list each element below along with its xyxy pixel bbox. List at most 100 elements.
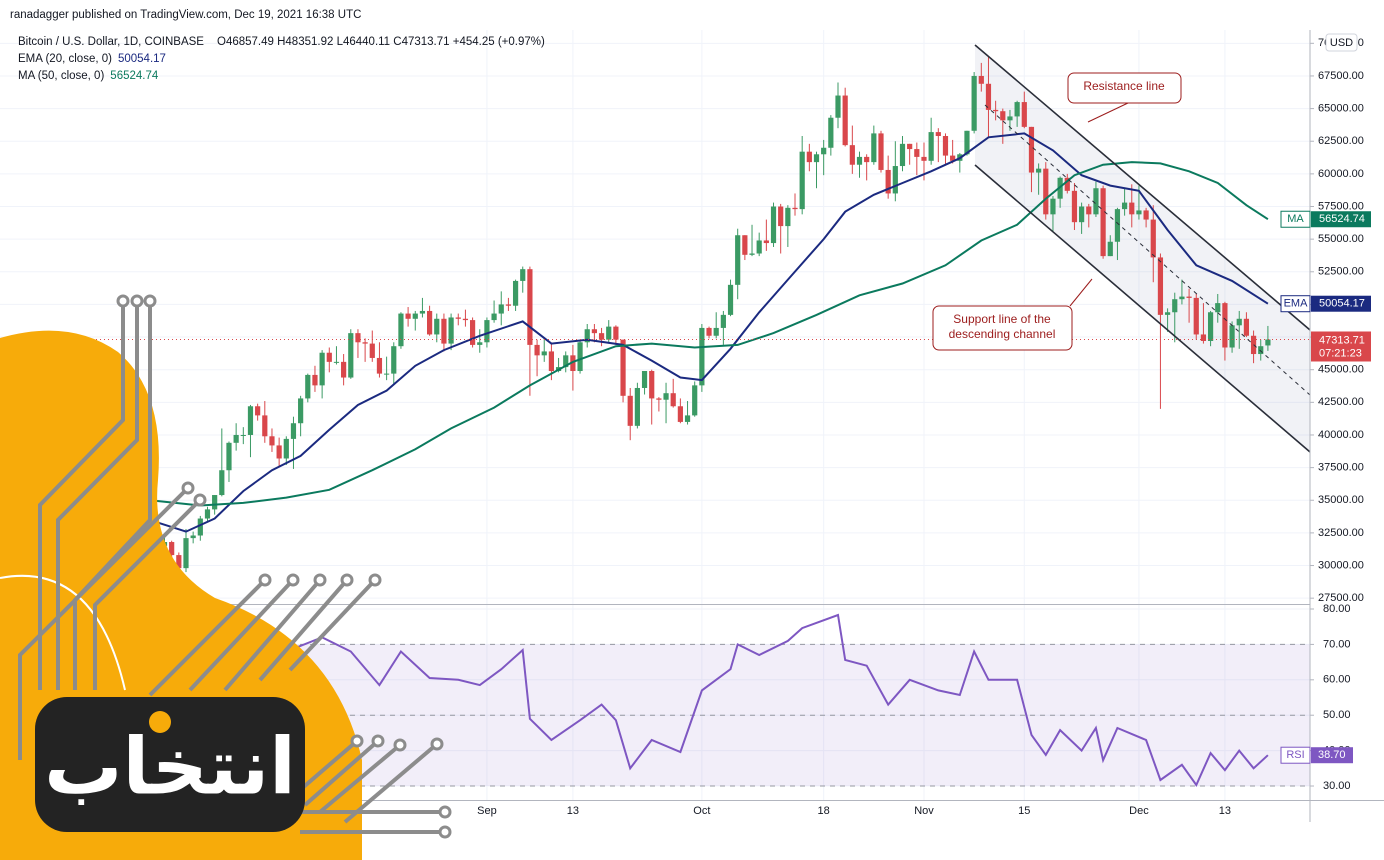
candle-body [169,542,175,556]
candle-body [362,342,368,344]
channel-fill [975,45,1310,452]
legend-name: MA (50, close, 0) [18,70,104,82]
candle-body [871,133,877,163]
candle-body [1086,206,1092,215]
candle-body [964,130,970,155]
candle-body [1028,126,1035,173]
y-tick-label: 52500.00 [1318,266,1364,278]
candle-body [878,133,884,170]
candle-body [620,339,626,396]
channel-midline [984,104,1311,396]
candle-body [441,318,447,344]
candle-body [326,352,332,362]
candle-body [312,374,318,386]
logo-box [35,697,305,832]
indicator-tag-name-box [1280,295,1311,313]
currency-box [1325,33,1358,52]
candle-body [713,327,719,336]
candle-body [512,280,519,306]
candle-body [391,346,397,374]
candle-body [928,132,934,161]
candle-body [634,387,640,426]
candle-body [477,342,483,345]
annotation-pointer [1087,102,1129,123]
x-tick-label: 15 [1018,805,1030,817]
candle-body [520,269,526,281]
candle-body [756,240,762,254]
candle-body [298,398,304,424]
candle-body [835,95,841,118]
candle-body [985,83,992,110]
annotation-pointer [1069,278,1093,307]
y-tick-label: 30000.00 [1318,559,1364,571]
publisher: ranadagger published on TradingView.com,… [10,9,361,21]
candle-body [942,136,949,156]
candle-body [319,352,325,386]
descending-channel [975,45,1310,452]
candle-body [742,235,748,255]
candle-body [885,169,891,194]
candle-body [763,240,769,244]
indicator-tag-name: MA [1287,213,1304,225]
candle-body [735,235,741,285]
candle-body [348,333,354,378]
candle-body [856,156,863,165]
circuit-pads [116,294,452,839]
candle-body [570,355,576,372]
y-tick-label: 40000.00 [1318,429,1364,441]
candle-body [1243,318,1250,336]
candle-body [204,509,211,519]
x-tick-label: Oct [693,805,710,817]
candle-body [813,154,820,163]
candle-body [1200,334,1207,341]
candle-body [384,373,390,375]
indicator-line [249,613,1269,788]
candle-body [584,329,590,343]
circuit [18,301,445,834]
candle-body [641,371,648,388]
y-tick-label: 35000.00 [1318,494,1364,506]
candle-body [190,535,196,539]
candle-body [1215,303,1221,313]
candle-body [727,284,734,315]
y-tick-label: 60.00 [1323,674,1351,686]
candle-body [1136,210,1142,215]
currency: USD [1330,37,1353,49]
candle-body [1265,339,1271,346]
candle-body [398,313,404,347]
candle-body [534,344,540,356]
candle-body [677,406,683,422]
candle-body [950,155,956,161]
price-tag [1311,331,1371,362]
candle-body [792,207,798,210]
candle-body [1107,241,1113,257]
candle-body [1157,257,1164,315]
x-tick-label: 13 [567,805,579,817]
candle-body [1007,116,1013,121]
labels: 27500.00 30000.00 32500.00 35000.00 37500.00… [477,37,1371,817]
candle-body [1186,296,1192,298]
candle-body [606,326,612,340]
candle-body [663,393,669,400]
candle-body [1021,102,1027,127]
candle-body [1014,102,1020,117]
candle-body [183,538,189,569]
candle-body [921,156,927,161]
candle-body [541,351,547,356]
candle-body [971,75,977,131]
candle-body [484,320,490,343]
candle-body [598,333,605,340]
candle-body [1172,299,1178,313]
candle-body [233,434,239,443]
candle-body [613,326,619,340]
candle-body [993,109,999,112]
logo-text: انتخاب [44,722,296,812]
candle-body [1114,209,1121,242]
candle-body [548,351,555,372]
support-line [974,164,1311,453]
candle-body [799,151,805,210]
candle-body [226,442,232,471]
x-tick-label: Nov [914,805,934,817]
candle-body [1050,198,1056,215]
annotation-box [932,305,1073,351]
